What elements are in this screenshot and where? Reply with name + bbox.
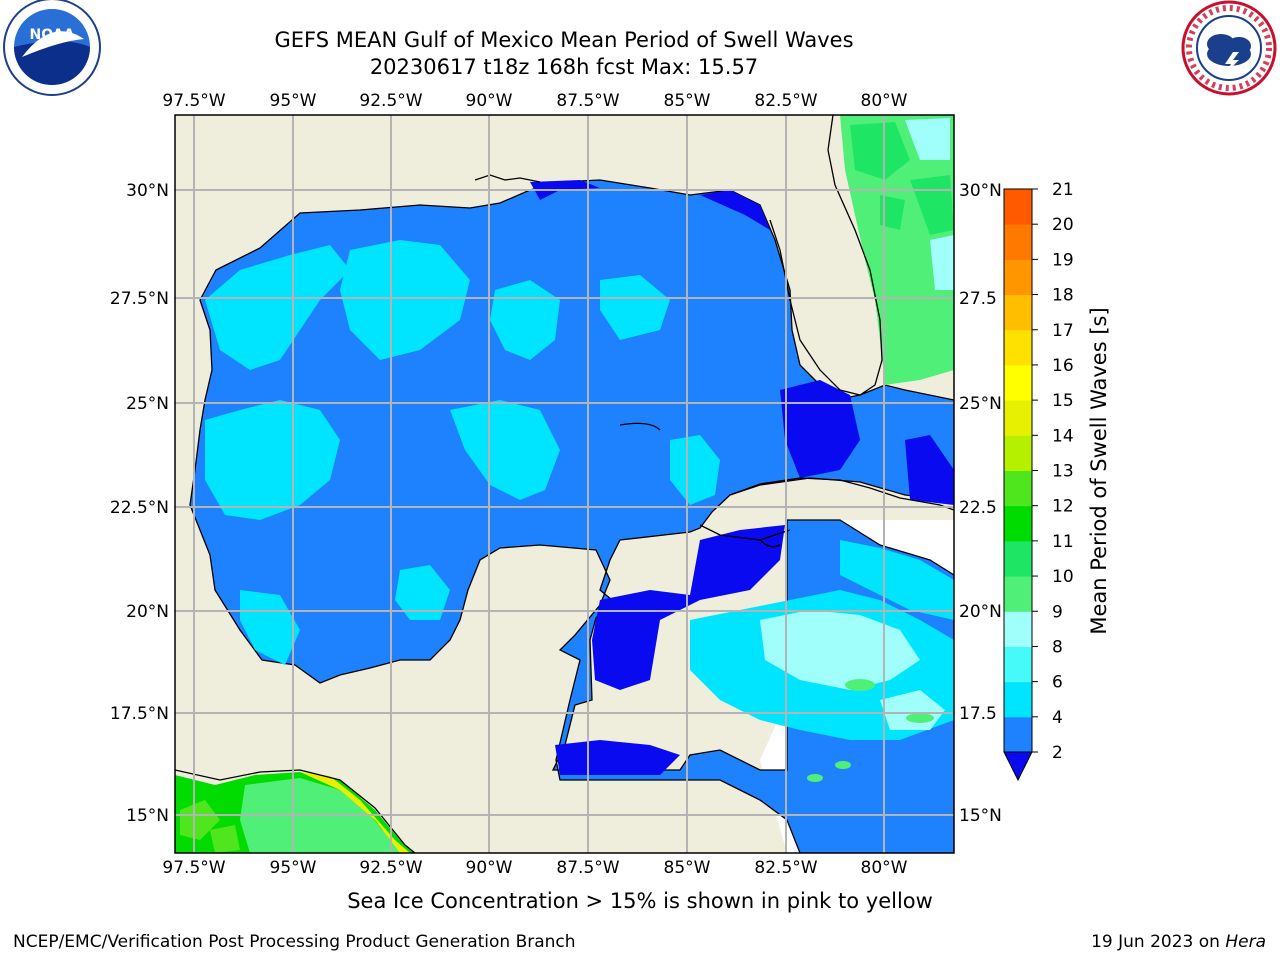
dark-blue-patches (530, 180, 954, 775)
sea-ice-note: Sea Ice Concentration > 15% is shown in … (347, 889, 933, 913)
lat-tick-left: 27.5°N (110, 289, 169, 309)
pacific-dark-green-patches (180, 800, 240, 853)
lon-tick-bottom: 92.5°W (359, 858, 422, 878)
noaa-logo-text: NOAA (30, 27, 75, 43)
graticule (175, 115, 954, 853)
colorbar-tick-label: 20 (1052, 215, 1074, 235)
colorbar-segment (1004, 505, 1032, 542)
colorbar-tick-label: 16 (1052, 356, 1074, 376)
chart-subtitle: 20230617 t18z 168h fcst Max: 15.57 (369, 55, 759, 79)
colorbar-segment (1004, 646, 1032, 683)
lat-tick-right: 30°N (959, 181, 1002, 201)
lat-ticks-right: 30°N 27.5 25°N 22.5 20°N 17.5 15°N (959, 181, 1002, 826)
lon-tick-bottom: 90°W (466, 858, 513, 878)
colorbar-segment (1004, 329, 1032, 366)
lat-tick-left: 15°N (126, 806, 169, 826)
lon-ticks-top: 97.5°W 95°W 92.5°W 90°W 87.5°W 85°W 82.5… (162, 91, 907, 111)
colorbar-label: Mean Period of Swell Waves [s] (1087, 307, 1111, 634)
colorbar-tick-label: 9 (1052, 602, 1063, 622)
lat-tick-left: 20°N (126, 602, 169, 622)
map-area (175, 115, 954, 853)
lat-tick-left: 17.5°N (110, 704, 169, 724)
colorbar-segment (1004, 189, 1032, 225)
lon-tick-top: 87.5°W (556, 91, 619, 111)
colorbar-tick-label: 17 (1052, 321, 1074, 341)
nws-logo (1181, 0, 1277, 96)
footer-date: 19 Jun 2023 on Hera (1091, 932, 1266, 952)
lat-tick-right: 17.5 (959, 704, 997, 724)
pacific-yellow-edge (300, 772, 410, 853)
lon-tick-bottom: 85°W (664, 858, 711, 878)
colorbar-tick-label: 15 (1052, 391, 1074, 411)
colorbar-segment (1004, 611, 1032, 647)
lon-tick-top: 85°W (664, 91, 711, 111)
colorbar-segment (1004, 294, 1032, 331)
lat-tick-right: 27.5 (959, 289, 997, 309)
lon-tick-bottom: 82.5°W (754, 858, 817, 878)
lat-tick-right: 25°N (959, 394, 1002, 414)
colorbar-segment (1004, 364, 1032, 401)
footer-credit: NCEP/EMC/Verification Post Processing Pr… (13, 932, 576, 952)
lat-tick-left: 22.5°N (110, 498, 169, 518)
colorbar-segment (1004, 576, 1032, 612)
colorbar-tick-label: 18 (1052, 286, 1074, 306)
cyan-florida-patches (905, 118, 954, 290)
lon-tick-top: 80°W (861, 91, 908, 111)
coastlines (175, 115, 954, 853)
colorbar-tick-label: 13 (1052, 462, 1074, 482)
colorbar-segment (1004, 400, 1032, 436)
lat-ticks-left: 30°N 27.5°N 25°N 22.5°N 20°N 17.5°N 15°N (110, 181, 169, 826)
colorbar-tick-label: 8 (1052, 637, 1063, 657)
colorbar-tick-label: 14 (1052, 426, 1074, 446)
caribbean-green-spots (807, 679, 934, 782)
lon-tick-bottom: 80°W (861, 858, 908, 878)
lat-tick-left: 30°N (126, 181, 169, 201)
colorbar-extend-arrow (1003, 751, 1033, 782)
colorbar-tick-label: 6 (1052, 673, 1063, 693)
lon-tick-bottom: 95°W (270, 858, 317, 878)
colorbar-segment (1004, 259, 1032, 296)
colorbar-tick-label: 19 (1052, 250, 1074, 270)
lon-tick-top: 97.5°W (162, 91, 225, 111)
lon-tick-top: 90°W (466, 91, 513, 111)
chart-title: GEFS MEAN Gulf of Mexico Mean Period of … (274, 28, 854, 52)
lat-tick-right: 20°N (959, 602, 1002, 622)
map-frame (174, 114, 955, 854)
footer-date-text: 19 Jun 2023 on (1091, 932, 1226, 952)
noaa-logo: NOAA (3, 0, 101, 96)
colorbar-segment (1004, 681, 1032, 718)
colorbar-segment (1004, 224, 1032, 260)
colorbar-segment (1004, 716, 1032, 753)
lat-tick-right: 15°N (959, 806, 1002, 826)
colorbar-tick-label: 21 (1052, 180, 1074, 200)
colorbar-tick-label: 4 (1052, 708, 1063, 728)
colorbar-tick-label: 10 (1052, 567, 1074, 587)
colorbar-tick-label: 2 (1052, 743, 1063, 763)
lat-tick-right: 22.5 (959, 498, 997, 518)
lon-tick-top: 95°W (270, 91, 317, 111)
lat-tick-left: 25°N (126, 394, 169, 414)
colorbar-tick-label: 12 (1052, 497, 1074, 517)
colorbar-segment (1004, 540, 1032, 577)
footer-machine: Hera (1225, 932, 1266, 952)
lon-tick-top: 82.5°W (754, 91, 817, 111)
lon-tick-top: 92.5°W (359, 91, 422, 111)
lon-ticks-bottom: 97.5°W 95°W 92.5°W 90°W 87.5°W 85°W 82.5… (162, 858, 907, 878)
colorbar-segment (1004, 470, 1032, 507)
lon-tick-bottom: 87.5°W (556, 858, 619, 878)
colorbar-tick-label: 11 (1052, 532, 1074, 552)
colorbar: 2 4 6 8 9 10 11 12 13 14 15 16 17 18 19 20 21 (1003, 180, 1074, 782)
lon-tick-bottom: 97.5°W (162, 858, 225, 878)
colorbar-segment (1004, 435, 1032, 471)
